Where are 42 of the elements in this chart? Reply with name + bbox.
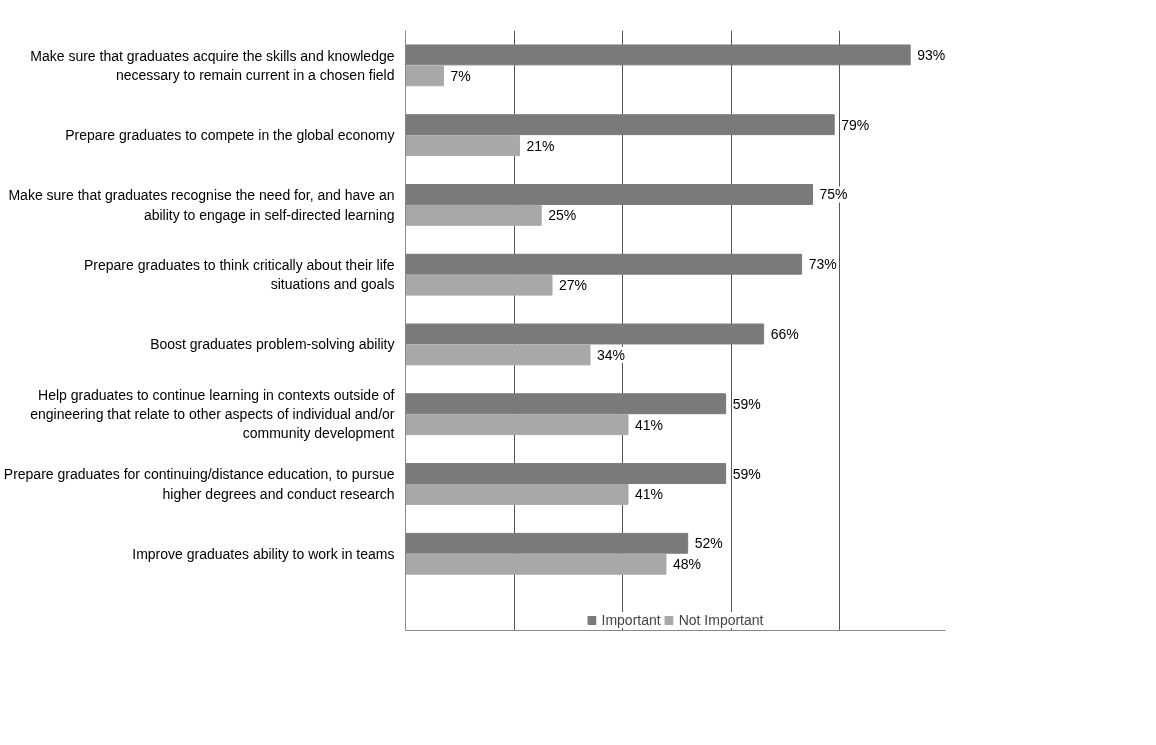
y-tick-label: Prepare graduates to think critically about their life situations and goals xyxy=(84,257,395,293)
bar xyxy=(405,414,629,436)
bar xyxy=(405,344,591,366)
y-tick-label: Help graduates to continue learning in contexts outside of engineering that relate to other aspects of individual and/or community development xyxy=(30,387,395,442)
data-label: 73% xyxy=(808,256,837,273)
bar xyxy=(405,532,689,554)
y-tick-label: Prepare graduates to compete in the global economy xyxy=(65,127,395,144)
bar xyxy=(405,184,813,205)
legend-label: Not Important xyxy=(678,612,764,628)
y-tick-label: Make sure that graduates acquire the skills and knowledge necessary to remain current in a chosen field xyxy=(30,47,395,83)
data-label: 93% xyxy=(917,46,946,63)
data-label: 59% xyxy=(732,395,761,412)
data-label: 34% xyxy=(597,346,626,363)
data-label: 59% xyxy=(732,465,761,482)
y-tick-label: Make sure that graduates recognise the need for, and have an ability to engage in self-directed learning xyxy=(8,187,395,223)
data-label: 48% xyxy=(672,556,702,573)
bar xyxy=(405,65,444,87)
bar xyxy=(405,204,542,226)
bar xyxy=(405,323,765,345)
data-label: 41% xyxy=(634,416,664,433)
data-label: 21% xyxy=(526,137,555,154)
data-label: 79% xyxy=(841,116,870,133)
data-label: 25% xyxy=(548,207,577,224)
bar xyxy=(405,393,727,415)
data-label: 27% xyxy=(559,277,588,294)
data-label: 41% xyxy=(634,486,664,503)
bar xyxy=(405,463,727,484)
bar xyxy=(405,274,553,296)
bar xyxy=(405,484,629,505)
data-label: 66% xyxy=(770,325,799,342)
y-tick-label: Prepare graduates for continuing/distance education, to pursue higher degrees and conduct research xyxy=(3,466,395,502)
y-tick-label: Improve graduates ability to work in teams xyxy=(132,545,395,562)
data-label: 7% xyxy=(450,67,471,84)
bar xyxy=(405,114,835,136)
bar xyxy=(405,135,520,157)
data-label: 52% xyxy=(694,535,723,552)
bar xyxy=(405,553,667,575)
legend-label: Important xyxy=(601,612,661,628)
bar xyxy=(405,44,911,66)
bar xyxy=(405,253,803,275)
y-tick-label: Boost graduates problem-solving ability xyxy=(150,336,395,353)
data-label: 75% xyxy=(819,186,848,203)
